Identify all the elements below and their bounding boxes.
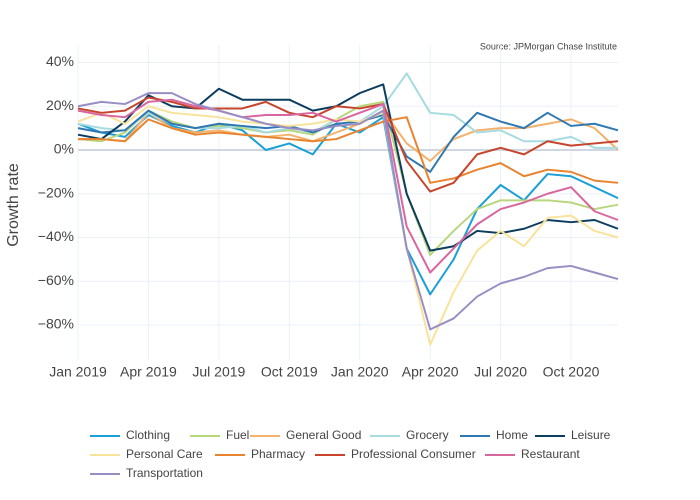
legend-item: Home bbox=[460, 428, 528, 442]
x-tick-label: Oct 2020 bbox=[543, 364, 600, 380]
series-line bbox=[78, 116, 619, 184]
series-line bbox=[77, 96, 619, 193]
legend-item: Grocery bbox=[370, 428, 449, 442]
legend-label: Fuel bbox=[226, 428, 249, 442]
series-line bbox=[77, 105, 619, 346]
source-note: Source: JPMorgan Chase Institute bbox=[480, 41, 617, 51]
legend-label: Grocery bbox=[406, 428, 449, 442]
y-axis-title: Growth rate bbox=[5, 163, 22, 247]
x-tick-label: Jul 2020 bbox=[474, 364, 527, 380]
x-tick-label: Jul 2019 bbox=[192, 364, 245, 380]
legend-item: Personal Care bbox=[90, 447, 203, 461]
series-line bbox=[77, 98, 619, 274]
y-tick-label: −40% bbox=[38, 228, 74, 244]
y-tick-label: 40% bbox=[46, 53, 74, 69]
legend-label: Restaurant bbox=[521, 447, 580, 461]
y-tick-label: 20% bbox=[46, 97, 74, 113]
x-tick-label: Apr 2019 bbox=[120, 364, 177, 380]
legend-label: General Good bbox=[286, 428, 361, 442]
legend-item: Pharmacy bbox=[215, 447, 305, 461]
x-tick-label: Jan 2019 bbox=[49, 364, 107, 380]
legend-label: Leisure bbox=[571, 428, 611, 442]
series-line bbox=[77, 109, 619, 173]
legend-item: Fuel bbox=[190, 428, 249, 442]
legend-item: General Good bbox=[250, 428, 361, 442]
x-tick-label: Jan 2020 bbox=[331, 364, 389, 380]
series-line bbox=[77, 83, 619, 252]
legend-item: Restaurant bbox=[485, 447, 580, 461]
y-tick-label: −20% bbox=[38, 184, 74, 200]
legend-label: Professional Consumer bbox=[351, 447, 476, 461]
series-line bbox=[77, 72, 618, 149]
legend-item: Transportation bbox=[90, 466, 203, 480]
legend-item: Clothing bbox=[90, 428, 170, 442]
x-tick-label: Oct 2019 bbox=[261, 364, 318, 380]
legend-label: Transportation bbox=[126, 466, 203, 480]
y-tick-label: 0% bbox=[54, 141, 74, 157]
legend-item: Leisure bbox=[535, 428, 611, 442]
legend-label: Home bbox=[496, 428, 528, 442]
x-tick-label: Apr 2020 bbox=[402, 364, 459, 380]
legend-label: Clothing bbox=[126, 428, 170, 442]
y-tick-label: −60% bbox=[38, 272, 74, 288]
series-line bbox=[78, 109, 619, 162]
legend-label: Pharmacy bbox=[251, 447, 305, 461]
series-line bbox=[77, 92, 619, 331]
legend-label: Personal Care bbox=[126, 447, 203, 461]
y-tick-label: −80% bbox=[38, 316, 74, 332]
legend-item: Professional Consumer bbox=[315, 447, 476, 461]
